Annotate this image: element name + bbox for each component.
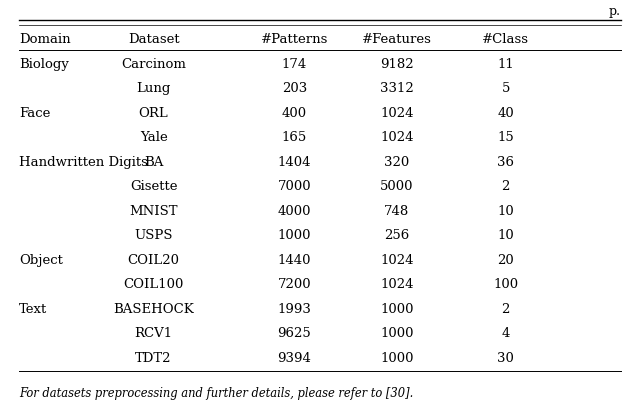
Text: 203: 203 xyxy=(282,82,307,95)
Text: 1440: 1440 xyxy=(278,254,311,267)
Text: Handwritten Digits: Handwritten Digits xyxy=(19,156,148,169)
Text: 4: 4 xyxy=(501,327,510,340)
Text: Dataset: Dataset xyxy=(128,33,179,46)
Text: 10: 10 xyxy=(497,205,514,218)
Text: MNIST: MNIST xyxy=(129,205,178,218)
Text: USPS: USPS xyxy=(134,229,173,242)
Text: 1000: 1000 xyxy=(380,352,413,365)
Text: Yale: Yale xyxy=(140,131,168,144)
Text: #Class: #Class xyxy=(482,33,529,46)
Text: 174: 174 xyxy=(282,58,307,71)
Text: COIL100: COIL100 xyxy=(124,278,184,291)
Text: 320: 320 xyxy=(384,156,410,169)
Text: #Patterns: #Patterns xyxy=(260,33,328,46)
Text: 7200: 7200 xyxy=(278,278,311,291)
Text: 2: 2 xyxy=(501,303,510,316)
Text: COIL20: COIL20 xyxy=(127,254,180,267)
Text: ORL: ORL xyxy=(139,107,168,120)
Text: 20: 20 xyxy=(497,254,514,267)
Text: 2: 2 xyxy=(501,180,510,193)
Text: 1024: 1024 xyxy=(380,131,413,144)
Text: 9182: 9182 xyxy=(380,58,413,71)
Text: 5: 5 xyxy=(501,82,510,95)
Text: 748: 748 xyxy=(384,205,410,218)
Text: 165: 165 xyxy=(282,131,307,144)
Text: RCV1: RCV1 xyxy=(134,327,173,340)
Text: 10: 10 xyxy=(497,229,514,242)
Text: 3312: 3312 xyxy=(380,82,413,95)
Text: Gisette: Gisette xyxy=(130,180,177,193)
Text: 256: 256 xyxy=(384,229,410,242)
Text: #Features: #Features xyxy=(362,33,432,46)
Text: 40: 40 xyxy=(497,107,514,120)
Text: 5000: 5000 xyxy=(380,180,413,193)
Text: Face: Face xyxy=(19,107,51,120)
Text: 1000: 1000 xyxy=(380,303,413,316)
Text: 400: 400 xyxy=(282,107,307,120)
Text: Object: Object xyxy=(19,254,63,267)
Text: 1000: 1000 xyxy=(380,327,413,340)
Text: 1000: 1000 xyxy=(278,229,311,242)
Text: TDT2: TDT2 xyxy=(135,352,172,365)
Text: 1024: 1024 xyxy=(380,278,413,291)
Text: Text: Text xyxy=(19,303,47,316)
Text: Domain: Domain xyxy=(19,33,71,46)
Text: For datasets preprocessing and further details, please refer to [30].: For datasets preprocessing and further d… xyxy=(19,387,413,400)
Text: 4000: 4000 xyxy=(278,205,311,218)
Text: Biology: Biology xyxy=(19,58,69,71)
Text: 11: 11 xyxy=(497,58,514,71)
Text: 1024: 1024 xyxy=(380,107,413,120)
Text: BA: BA xyxy=(144,156,163,169)
Text: 30: 30 xyxy=(497,352,514,365)
Text: 1024: 1024 xyxy=(380,254,413,267)
Text: 36: 36 xyxy=(497,156,514,169)
Text: 1404: 1404 xyxy=(278,156,311,169)
Text: 9394: 9394 xyxy=(278,352,311,365)
Text: 7000: 7000 xyxy=(278,180,311,193)
Text: 15: 15 xyxy=(497,131,514,144)
Text: Carcinom: Carcinom xyxy=(121,58,186,71)
Text: p.: p. xyxy=(609,6,621,19)
Text: 100: 100 xyxy=(493,278,518,291)
Text: BASEHOCK: BASEHOCK xyxy=(113,303,194,316)
Text: Lung: Lung xyxy=(136,82,171,95)
Text: 1993: 1993 xyxy=(278,303,311,316)
Text: 9625: 9625 xyxy=(278,327,311,340)
